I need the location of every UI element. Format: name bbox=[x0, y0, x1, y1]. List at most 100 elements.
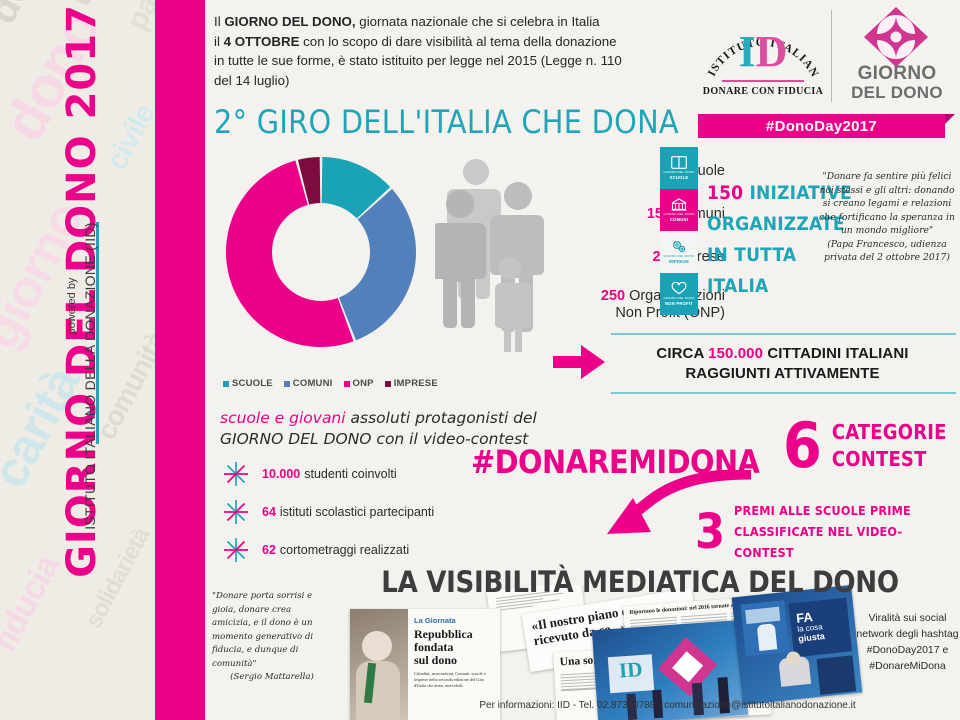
social-virality-text: Viralità sui social network degli hashta… bbox=[856, 612, 959, 672]
contest-bullet: 62 cortometraggi realizzati bbox=[223, 531, 543, 569]
initiatives-line2: ORGANIZZATE bbox=[707, 213, 845, 235]
mattarella-quote-attribution: (Sergio Mattarella) bbox=[230, 672, 314, 682]
legend-item-onp: ONP bbox=[343, 378, 374, 389]
reach-post: CITTADINI ITALIANI bbox=[763, 345, 909, 362]
donut-slice-comuni bbox=[321, 188, 417, 341]
prizes-block: 3 PREMI ALLE SCUOLE PRIME CLASSIFICATE N… bbox=[695, 500, 960, 563]
heart-icon bbox=[671, 282, 687, 295]
icon-caption-bottom: COMUNI bbox=[669, 217, 689, 222]
clipping-la-giornata: La Giornata Repubblica fondata sul dono … bbox=[350, 609, 500, 720]
watermark-text: fiducia bbox=[0, 549, 67, 658]
legend-item-scuole: SCUOLE bbox=[223, 378, 273, 389]
gears-icon bbox=[671, 240, 687, 253]
gdd-line1: GIORNO bbox=[857, 63, 937, 84]
bullet-label: istituti scolastici partecipanti bbox=[279, 505, 435, 519]
book-icon bbox=[671, 156, 687, 169]
pope-quote: "Donare fa sentire più felici noi stessi… bbox=[817, 170, 957, 265]
legend-item-imprese: IMPRESE bbox=[384, 378, 438, 389]
intro-l2-pre: il bbox=[214, 33, 224, 49]
giorno-del-dono-wordmark: GIORNO DEL DONO bbox=[841, 64, 953, 102]
bullet-value: 64 bbox=[262, 505, 276, 519]
bullet-value: 62 bbox=[262, 543, 276, 557]
mattarella-quote-text: "Donare porta sorrisi e gioia, donare cr… bbox=[212, 591, 314, 669]
intro-l2-post: con lo scopo di dare visibilità al tema … bbox=[299, 33, 617, 49]
left-banner: dono di ufficiale partecipa dono civile … bbox=[0, 0, 165, 720]
legend-swatch bbox=[283, 380, 290, 387]
icon-caption-top: GIORNO DEL DONO bbox=[663, 254, 695, 258]
iid-arc-text-icon: ISTITUTO ITALIANO DONAZIONE bbox=[704, 8, 820, 80]
chart-legend: SCUOLE COMUNI ONP IMPRESE bbox=[223, 378, 463, 389]
intro-l4: del 14 luglio) bbox=[214, 72, 290, 88]
diamond-flower-icon bbox=[864, 7, 928, 67]
iid-letter-i: I bbox=[738, 27, 756, 76]
mattarella-quote: "Donare porta sorrisi e gioia, donare cr… bbox=[212, 590, 332, 685]
prizes-l1: PREMI ALLE SCUOLE PRIME bbox=[734, 503, 911, 518]
icon-caption-bottom: NON PROFIT bbox=[665, 301, 693, 306]
icon-caption-top: GIORNO DEL DONO bbox=[663, 170, 695, 174]
pope-quote-text: "Donare fa sentire più felici noi stessi… bbox=[819, 171, 955, 236]
categories-block: 6 CATEGORIE CONTEST bbox=[783, 410, 958, 482]
donoday-hashtag-badge: #DonoDay2017 bbox=[698, 114, 945, 138]
reach-rule-bottom bbox=[611, 392, 956, 394]
initiatives-block: 150 INIZIATIVE ORGANIZZATE IN TUTTA ITAL… bbox=[707, 178, 859, 302]
vc-highlight: scuole e giovani bbox=[220, 409, 346, 427]
pink-accent-strip bbox=[155, 0, 205, 720]
citizens-reached-block: CIRCA 150.000 CITTADINI ITALIANI RAGGIUN… bbox=[605, 333, 960, 394]
asterisk-star-icon bbox=[224, 462, 248, 486]
banner-divider-line bbox=[96, 222, 99, 444]
gdd-line2: DEL DONO bbox=[851, 83, 943, 102]
bullet-label: studenti coinvolti bbox=[304, 467, 397, 481]
icon-box-non-profit: GIORNO DEL DONO NON PROFIT bbox=[660, 273, 698, 315]
categories-label: CATEGORIE CONTEST bbox=[832, 419, 947, 473]
reach-pre: CIRCA bbox=[656, 345, 709, 362]
contest-bullet: 10.000 studenti coinvolti bbox=[223, 455, 543, 493]
organization-label: ISTITUTO ITALIANO DELLA DONAZIONE (IID) bbox=[82, 222, 98, 530]
legend-item-comuni: COMUNI bbox=[283, 378, 333, 389]
contest-bullet: 64 istituti scolastici partecipanti bbox=[223, 493, 543, 531]
reach-line2: RAGGIUNTI ATTIVAMENTE bbox=[685, 365, 880, 382]
giorno-del-dono-logo: GIORNO DEL DONO bbox=[841, 4, 953, 110]
legend-label: COMUNI bbox=[292, 378, 333, 389]
bullet-value: 10.000 bbox=[262, 467, 301, 481]
vc-head-rest: assoluti protagonisti del bbox=[345, 409, 537, 427]
legend-label: ONP bbox=[352, 378, 374, 389]
clipping-headline-l3: sul dono bbox=[414, 653, 458, 667]
legend-swatch bbox=[343, 380, 350, 387]
prizes-number: 3 bbox=[695, 503, 726, 560]
iid-letter-d: D bbox=[755, 27, 788, 76]
icon-box-scuole: GIORNO DEL DONO SCUOLE bbox=[660, 147, 698, 189]
iid-rule bbox=[722, 80, 804, 82]
bullet-label: cortometraggi realizzati bbox=[279, 543, 410, 557]
newspaper-collage: La Giornata Repubblica fondata sul dono … bbox=[325, 585, 865, 720]
categories-l1: CATEGORIE bbox=[831, 420, 947, 444]
curved-arrow-icon bbox=[607, 470, 752, 534]
asterisk-star-icon bbox=[224, 538, 248, 562]
intro-l1-bold: GIORNO DEL DONO, bbox=[224, 14, 356, 29]
intro-l3: in tutte le sue forme, è stato istituito… bbox=[214, 53, 622, 68]
intro-l2-bold: 4 OTTOBRE bbox=[223, 33, 300, 49]
vc-head-line2: GIORNO DEL DONO con il video-contest bbox=[220, 430, 529, 448]
stat-value: 250 bbox=[600, 288, 626, 304]
iid-letters: ID bbox=[722, 30, 804, 74]
reach-rule-top bbox=[611, 333, 956, 335]
icon-caption-top: GIORNO DEL DONO bbox=[663, 212, 695, 216]
icon-caption-bottom: IMPRESE bbox=[668, 259, 690, 264]
clipping-headline-l1: Repubblica bbox=[414, 627, 473, 641]
clipping-headline-l2: fondata bbox=[414, 640, 454, 654]
donut-chart-svg bbox=[226, 157, 417, 347]
legend-label: IMPRESE bbox=[393, 378, 438, 389]
initiatives-line3: IN TUTTA ITALIA bbox=[707, 244, 797, 297]
pope-quote-attribution: (Papa Francesco, udienza privata del 2 o… bbox=[824, 238, 950, 264]
initiatives-word1: INIZIATIVE bbox=[749, 182, 852, 204]
building-icon bbox=[671, 198, 687, 211]
intro-l1-pre: Il bbox=[214, 14, 225, 29]
icon-caption-top: GIORNO DEL DONO bbox=[663, 296, 695, 300]
reach-number: 150.000 bbox=[708, 345, 764, 362]
asterisk-star-icon bbox=[224, 500, 248, 524]
intro-l1-post: giornata nazionale che si celebra in Ita… bbox=[355, 14, 600, 29]
icon-box-imprese: GIORNO DEL DONO IMPRESE bbox=[660, 231, 698, 273]
intro-paragraph: Il GIORNO DEL DONO, giornata nazionale c… bbox=[214, 12, 702, 90]
iid-logo: ISTITUTO ITALIANO DONAZIONE ID DONARE CO… bbox=[698, 4, 828, 110]
arrow-right-icon bbox=[553, 345, 605, 379]
